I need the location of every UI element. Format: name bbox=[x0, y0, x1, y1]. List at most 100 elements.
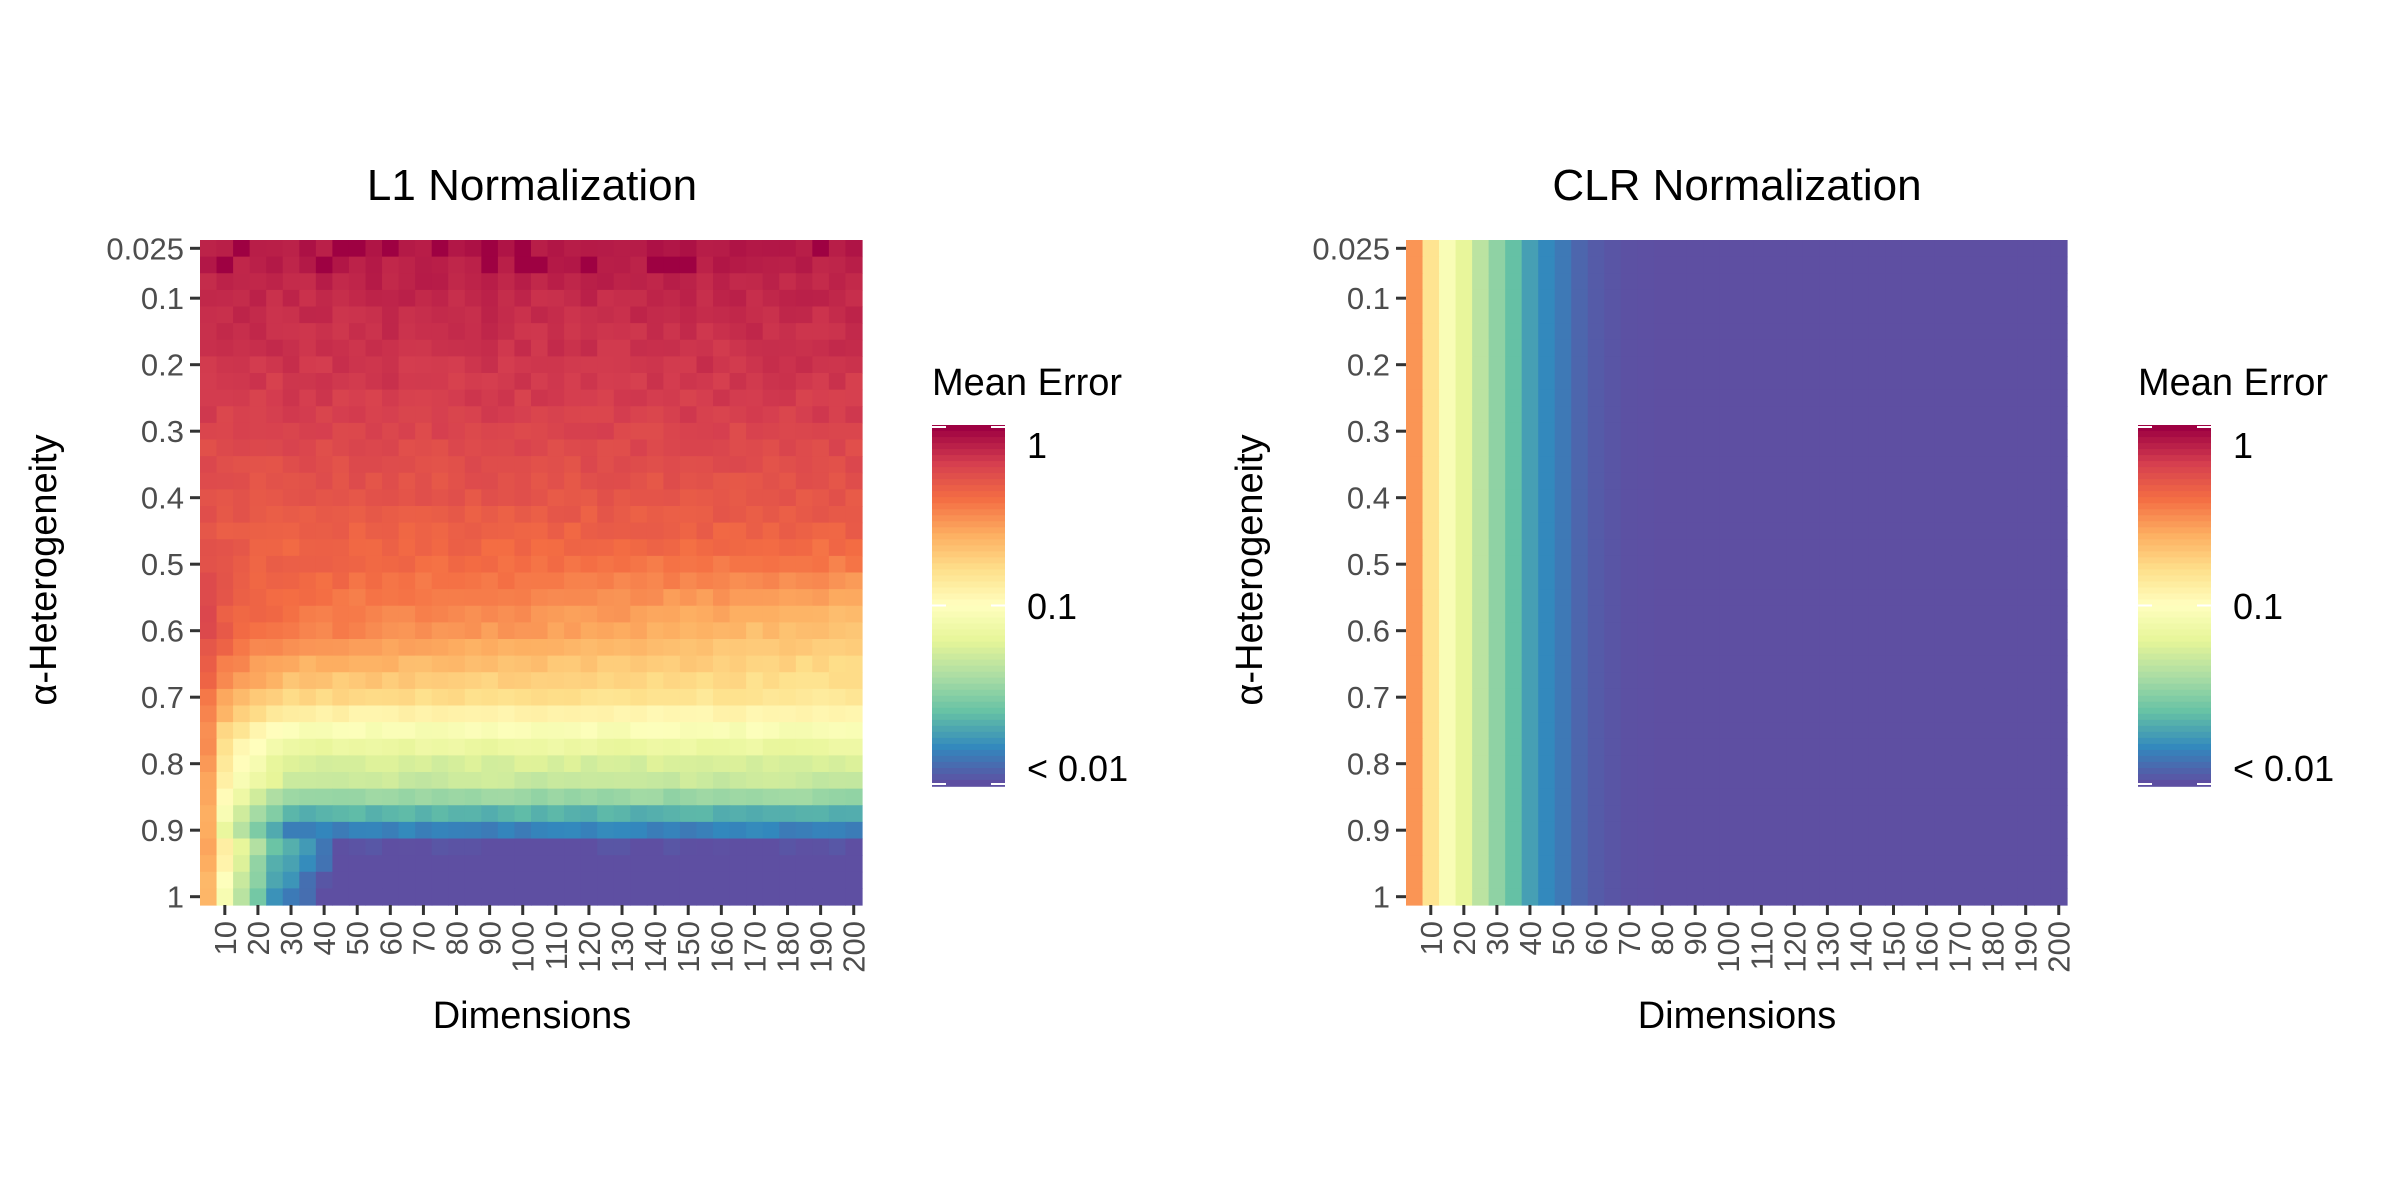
heatmap-cell bbox=[613, 589, 631, 607]
heatmap-cell bbox=[1455, 622, 1473, 640]
legend-title: Mean Error bbox=[2138, 362, 2328, 404]
heatmap-cell bbox=[630, 506, 648, 524]
heatmap-cell bbox=[348, 639, 367, 657]
heatmap-cell bbox=[1984, 705, 2002, 723]
heatmap-cell bbox=[1703, 655, 1721, 673]
heatmap-cell bbox=[332, 422, 350, 441]
heatmap-cell bbox=[2017, 439, 2035, 457]
heatmap-cell bbox=[382, 688, 400, 707]
heatmap-cell bbox=[448, 240, 466, 258]
heatmap-cell bbox=[200, 655, 218, 673]
heatmap-cell bbox=[1604, 389, 1622, 407]
heatmap-cell bbox=[200, 722, 218, 740]
heatmap-cell bbox=[249, 655, 267, 673]
heatmap-cell bbox=[2017, 273, 2035, 291]
heatmap-cell bbox=[713, 722, 731, 740]
heatmap-cell bbox=[2000, 688, 2019, 707]
heatmap-cell bbox=[266, 738, 284, 756]
heatmap-cell bbox=[1538, 472, 1556, 490]
heatmap-cell bbox=[431, 821, 449, 840]
heatmap-cell bbox=[1786, 838, 1804, 856]
heatmap-cell bbox=[1819, 722, 1837, 740]
heatmap-cell bbox=[1488, 522, 1506, 540]
heatmap-cell bbox=[845, 738, 863, 756]
heatmap-cell bbox=[1753, 688, 1771, 707]
heatmap-cell bbox=[1406, 672, 1424, 690]
heatmap-cell bbox=[1984, 871, 2002, 889]
heatmap-cell bbox=[1769, 805, 1787, 823]
heatmap-cell bbox=[828, 622, 847, 640]
heatmap-cell bbox=[233, 506, 251, 524]
heatmap-cell bbox=[514, 805, 532, 823]
heatmap-cell bbox=[1719, 539, 1738, 557]
heatmap-cell bbox=[282, 240, 300, 258]
heatmap-cell bbox=[282, 572, 300, 590]
x-tick-label: 110 bbox=[1744, 921, 1779, 970]
heatmap-cell bbox=[828, 306, 847, 324]
heatmap-cell bbox=[1736, 738, 1754, 756]
heatmap-cell bbox=[663, 406, 681, 424]
heatmap-cell bbox=[828, 339, 847, 357]
heatmap-cell bbox=[2017, 888, 2035, 906]
heatmap-cell bbox=[547, 472, 565, 490]
heatmap-cell bbox=[580, 805, 598, 823]
heatmap-cell bbox=[2033, 672, 2052, 690]
heatmap-cell bbox=[1719, 821, 1738, 840]
heatmap-cell bbox=[464, 489, 482, 507]
heatmap-cell bbox=[1951, 672, 1969, 690]
heatmap-cell bbox=[497, 456, 516, 474]
heatmap-cell bbox=[348, 439, 367, 457]
heatmap-cell bbox=[315, 772, 333, 790]
heatmap-cell bbox=[200, 522, 218, 540]
legend-label-low: < 0.01 bbox=[2233, 748, 2334, 789]
heatmap-cell bbox=[613, 639, 631, 657]
heatmap-cell bbox=[845, 389, 863, 407]
heatmap-cell bbox=[547, 605, 565, 623]
heatmap-cell bbox=[382, 772, 400, 790]
heatmap-cell bbox=[1901, 289, 1919, 308]
heatmap-cell bbox=[1488, 373, 1506, 391]
heatmap-cell bbox=[663, 821, 681, 840]
heatmap-cell bbox=[332, 439, 350, 457]
heatmap-cell bbox=[547, 655, 565, 673]
heatmap-cell bbox=[2000, 439, 2019, 457]
heatmap-cell bbox=[1753, 589, 1771, 607]
heatmap-cell bbox=[1587, 339, 1605, 357]
colorbar-segment bbox=[932, 749, 1005, 757]
heatmap-cell bbox=[1422, 323, 1440, 341]
heatmap-cell bbox=[1901, 323, 1919, 341]
heatmap-cell bbox=[1719, 572, 1738, 590]
heatmap-cell bbox=[762, 339, 780, 357]
heatmap-cell bbox=[497, 722, 516, 740]
heatmap-cell bbox=[448, 672, 466, 690]
heatmap-cell bbox=[1686, 755, 1705, 773]
heatmap-cell bbox=[315, 289, 333, 308]
heatmap-cell bbox=[1406, 705, 1424, 723]
heatmap-cell bbox=[348, 605, 367, 623]
heatmap-cell bbox=[547, 589, 565, 607]
heatmap-cell bbox=[713, 422, 731, 441]
heatmap-cell bbox=[464, 672, 482, 690]
heatmap-cell bbox=[580, 472, 598, 490]
heatmap-cell bbox=[646, 821, 664, 840]
heatmap-cell bbox=[2050, 273, 2068, 291]
heatmap-cell bbox=[1852, 522, 1870, 540]
heatmap-cell bbox=[2033, 373, 2052, 391]
heatmap-cell bbox=[1901, 589, 1919, 607]
heatmap-cell bbox=[1736, 555, 1754, 574]
heatmap-cell bbox=[1736, 456, 1754, 474]
heatmap-cell bbox=[1852, 356, 1870, 374]
heatmap-cell bbox=[1637, 755, 1655, 773]
heatmap-cell bbox=[1505, 406, 1523, 424]
x-tick-label: 40 bbox=[1513, 921, 1548, 955]
heatmap-cell bbox=[1521, 273, 1539, 291]
heatmap-cell bbox=[1620, 472, 1638, 490]
heatmap-cell bbox=[1488, 672, 1506, 690]
heatmap-cell bbox=[779, 672, 797, 690]
heatmap-cell bbox=[1587, 805, 1605, 823]
heatmap-cell bbox=[1984, 622, 2002, 640]
heatmap-cell bbox=[1472, 871, 1490, 889]
heatmap-cell bbox=[795, 622, 813, 640]
heatmap-cell bbox=[1786, 705, 1804, 723]
heatmap-cell bbox=[2033, 240, 2052, 258]
